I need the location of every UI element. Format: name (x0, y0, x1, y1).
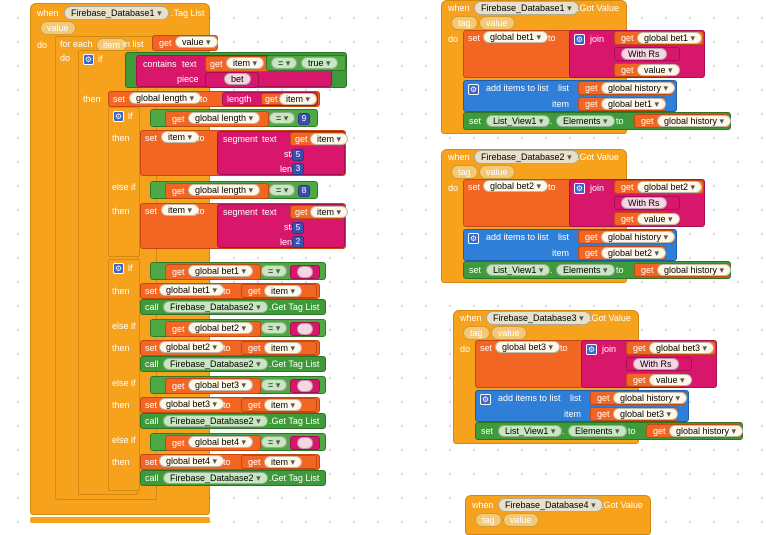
component-dropdown[interactable]: Firebase_Database1 (64, 6, 169, 20)
for-each-label: for each (60, 39, 93, 49)
compare-bet-2[interactable]: get global bet2 = (150, 319, 326, 337)
set-list-view-elements-1[interactable]: set List_View1 . Elements to get global … (463, 112, 732, 130)
set-bet-join-3[interactable]: set global bet3 to (475, 340, 585, 388)
empty-text[interactable] (297, 380, 313, 392)
item-dropdown[interactable]: item (226, 57, 265, 69)
then-label: then (83, 94, 101, 104)
do-keyword: do (37, 40, 48, 50)
gear-icon[interactable]: ⚙ (468, 84, 479, 95)
get-value-block[interactable]: get value (152, 35, 218, 51)
compare-bet-1[interactable]: get global bet1 = (150, 262, 326, 280)
if-length-block[interactable]: ⚙ if then else if then (108, 107, 140, 257)
set-bet-2[interactable]: set global bet2 to get item (140, 340, 320, 356)
compare-bet-4[interactable]: get global bet4 = (150, 433, 326, 451)
got-value-block-4[interactable]: when Firebase_Database4 .Got Value tag v… (465, 495, 651, 535)
call-get-tag-list-4[interactable]: call Firebase_Database2 .Get Tag List (140, 470, 326, 486)
set-item-segment-1[interactable]: set item to segment text get item start … (140, 130, 349, 176)
compare-length-8[interactable]: get global length = 8 (150, 181, 318, 199)
param-value[interactable]: value (40, 21, 76, 35)
add-items-to-list-1[interactable]: ⚙ add items to list list get global hist… (463, 80, 677, 112)
event-footer (30, 517, 210, 523)
do-keyword: do (60, 53, 71, 63)
with-rs-text[interactable]: With Rs (633, 358, 679, 370)
gear-icon[interactable]: ⚙ (574, 34, 585, 45)
event-name: .Tag List (171, 8, 205, 18)
gear-icon[interactable]: ⚙ (83, 54, 94, 65)
gear-icon[interactable]: ⚙ (586, 344, 597, 355)
empty-text[interactable] (297, 323, 313, 335)
set-list-view-elements-3[interactable]: set List_View1 . Elements to get global … (475, 422, 744, 440)
set-bet-join-1[interactable]: set global bet1 to (463, 30, 573, 78)
empty-text[interactable] (297, 437, 313, 449)
compare-length-9[interactable]: get global length = 9 (150, 109, 318, 127)
call-get-tag-list-2[interactable]: call Firebase_Database2 .Get Tag List (140, 356, 326, 372)
set-global-length[interactable]: set global length to length get item (108, 91, 320, 107)
set-list-view-elements-2[interactable]: set List_View1 . Elements to get global … (463, 261, 732, 279)
with-rs-text[interactable]: With Rs (621, 197, 667, 209)
join-block-3[interactable]: ⚙ join get global bet3 With Rs get value (581, 340, 717, 388)
set-bet-4[interactable]: set global bet4 to get item (140, 454, 320, 470)
call-get-tag-list-1[interactable]: call Firebase_Database2 .Get Tag List (140, 299, 326, 315)
join-block-2[interactable]: ⚙ join get global bet2 With Rs get value (569, 179, 705, 227)
value-dropdown[interactable]: value (175, 36, 218, 48)
set-bet-3[interactable]: set global bet3 to get item (140, 397, 320, 413)
in-list-label: in list (123, 39, 144, 49)
gear-icon[interactable]: ⚙ (574, 183, 585, 194)
set-item-segment-2[interactable]: set item to segment text get item start … (140, 203, 349, 249)
contains-text-block[interactable]: contains text get item piece bet = true (125, 52, 347, 88)
compare-bet-3[interactable]: get global bet3 = (150, 376, 326, 394)
call-get-tag-list-3[interactable]: call Firebase_Database2 .Get Tag List (140, 413, 326, 429)
add-items-to-list-2[interactable]: ⚙ add items to list list get global hist… (463, 229, 677, 261)
piece-text[interactable]: bet (224, 73, 251, 85)
with-rs-text[interactable]: With Rs (621, 48, 667, 60)
gear-icon[interactable]: ⚙ (113, 263, 124, 274)
add-items-to-list-3[interactable]: ⚙ add items to list list get global hist… (475, 390, 689, 422)
join-block-1[interactable]: ⚙ join get global bet1 With Rs get value (569, 30, 705, 78)
gear-icon[interactable]: ⚙ (480, 394, 491, 405)
set-bet-join-2[interactable]: set global bet2 to (463, 179, 573, 227)
true-value[interactable]: true (301, 57, 338, 69)
gear-icon[interactable]: ⚙ (468, 233, 479, 244)
empty-text[interactable] (297, 266, 313, 278)
when-keyword: when (37, 8, 59, 18)
set-bet-1[interactable]: set global bet1 to get item (140, 283, 320, 299)
if-bet-chain[interactable]: ⚙ if then else if then else if then else… (108, 259, 140, 491)
gear-icon[interactable]: ⚙ (113, 111, 124, 122)
